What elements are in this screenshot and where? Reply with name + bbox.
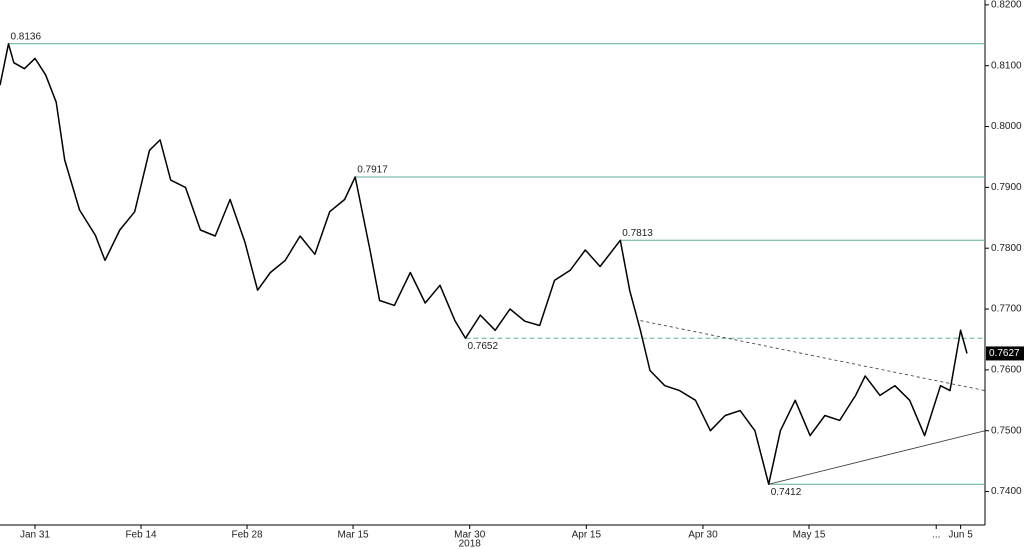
last-value-label: 0.7627 [989,348,1020,359]
level-label: 0.7652 [467,341,498,352]
y-tick-label: 0.8100 [991,60,1022,71]
y-tick-label: 0.7700 [991,304,1022,315]
y-tick-label: 0.7800 [991,243,1022,254]
x-tick-label: Feb 14 [125,530,157,541]
y-tick-label: 0.7500 [991,425,1022,436]
price-line [0,43,968,485]
y-tick-label: 0.8000 [991,121,1022,132]
last-value-tag [986,346,1024,361]
y-tick-label: 0.7600 [991,365,1022,376]
level-label: 0.8136 [10,31,41,42]
x-axis-year: 2018 [459,539,482,549]
x-tick-label: Apr 30 [688,530,718,541]
x-tick-label: Feb 28 [231,530,263,541]
level-label: 0.7917 [357,165,388,176]
y-tick-label: 0.7900 [991,182,1022,193]
x-tick-label: ... [932,530,940,541]
x-tick-label: May 15 [793,530,826,541]
x-tick-label: Mar 30 [454,530,486,541]
trend-line [768,430,986,485]
level-label: 0.7412 [771,487,802,498]
x-tick-label: Apr 15 [572,530,602,541]
trend-line [640,320,986,391]
y-tick-label: 0.8200 [991,0,1022,11]
x-tick-label: Jun 5 [948,530,973,541]
level-label: 0.7813 [622,228,653,239]
x-tick-label: Jan 31 [20,530,50,541]
x-tick-label: Mar 15 [338,530,370,541]
y-tick-label: 0.7400 [991,486,1022,497]
